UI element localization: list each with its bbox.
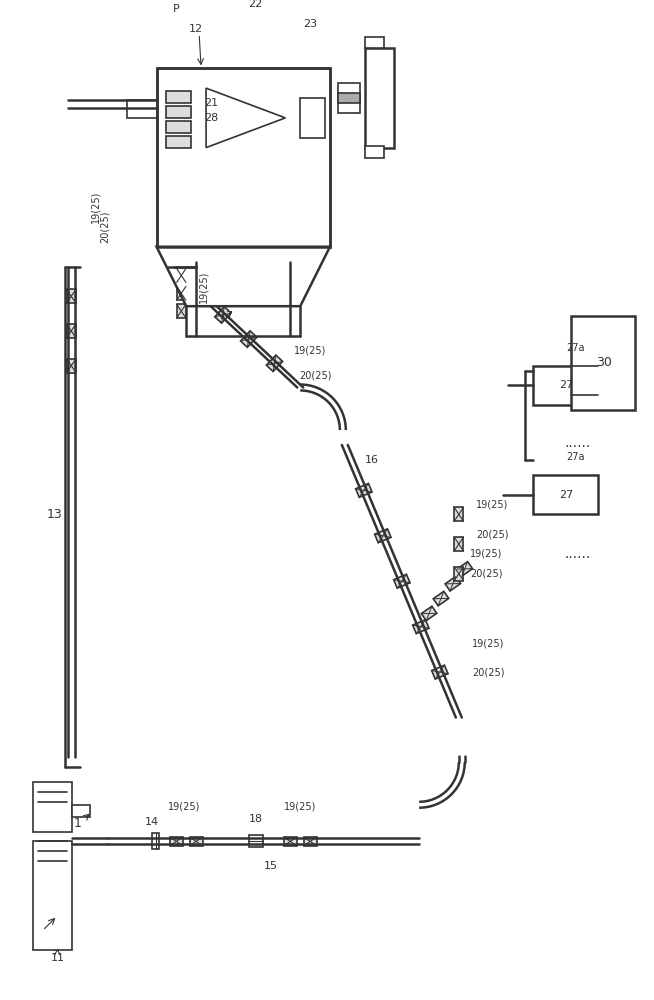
Bar	[394, 574, 410, 588]
Text: 23: 23	[303, 19, 317, 29]
Text: 11: 11	[50, 953, 64, 963]
Text: 21: 21	[204, 98, 218, 108]
Bar	[375, 529, 391, 543]
Bar	[67, 359, 76, 373]
Bar	[356, 483, 372, 497]
Bar	[413, 620, 429, 634]
Text: 14: 14	[145, 817, 159, 827]
Text: ......: ......	[564, 436, 591, 450]
Text: 20(25): 20(25)	[299, 371, 332, 381]
Bar	[300, 98, 325, 138]
Bar	[365, 48, 394, 148]
Text: 27: 27	[559, 380, 573, 390]
Bar	[338, 93, 360, 103]
Text: 27: 27	[559, 490, 573, 500]
Bar	[454, 507, 464, 521]
Text: 17: 17	[220, 311, 234, 321]
Text: P: P	[173, 4, 180, 14]
Text: 1: 1	[73, 817, 81, 830]
Bar	[421, 606, 437, 621]
Text: 30: 30	[596, 356, 611, 369]
Bar	[127, 100, 156, 118]
Bar	[152, 833, 160, 849]
Text: 19(25): 19(25)	[168, 802, 201, 812]
Polygon shape	[156, 247, 330, 306]
Text: 13: 13	[46, 508, 62, 521]
Text: 15: 15	[264, 861, 277, 871]
Bar	[365, 37, 385, 48]
Bar	[215, 307, 231, 323]
Bar	[266, 355, 283, 372]
Bar	[338, 83, 360, 113]
Text: 19(25): 19(25)	[284, 802, 317, 812]
Bar	[445, 577, 460, 591]
Bar	[166, 91, 191, 103]
Text: 19(25): 19(25)	[198, 270, 208, 303]
Bar	[454, 537, 464, 551]
Text: 19(25): 19(25)	[90, 191, 100, 223]
Bar	[33, 782, 73, 832]
Text: 28: 28	[204, 113, 218, 123]
Polygon shape	[206, 88, 285, 148]
Bar	[177, 286, 186, 300]
Bar	[166, 136, 191, 148]
Bar	[166, 106, 191, 118]
Text: 19(25): 19(25)	[470, 549, 503, 559]
Bar	[73, 805, 90, 817]
Text: 22: 22	[249, 0, 263, 9]
Bar	[189, 283, 205, 299]
Text: 12: 12	[189, 24, 203, 34]
Bar	[533, 366, 598, 405]
Bar	[170, 837, 182, 846]
Text: 19(25): 19(25)	[476, 499, 509, 509]
Text: 20(25): 20(25)	[470, 569, 503, 579]
Bar	[166, 121, 191, 133]
Bar	[33, 841, 73, 950]
Bar	[533, 475, 598, 514]
Text: 19(25): 19(25)	[294, 346, 326, 356]
Bar	[177, 269, 186, 282]
Text: 20(25): 20(25)	[476, 529, 509, 539]
Bar	[457, 562, 472, 576]
Bar	[571, 316, 635, 410]
Text: 19(25): 19(25)	[472, 638, 505, 648]
Text: 20(25): 20(25)	[100, 211, 110, 243]
Text: 18: 18	[249, 814, 263, 824]
Bar	[433, 591, 449, 606]
Bar	[454, 567, 464, 581]
Bar	[249, 835, 262, 847]
Text: 20(25): 20(25)	[472, 668, 505, 678]
Bar	[190, 837, 203, 846]
Text: 16: 16	[364, 455, 379, 465]
Bar	[177, 304, 186, 318]
Bar	[284, 837, 297, 846]
Bar	[156, 68, 330, 247]
Text: 27a: 27a	[566, 343, 585, 353]
Bar	[67, 324, 76, 338]
Text: ......: ......	[564, 547, 591, 561]
Bar	[156, 68, 330, 247]
Bar	[303, 837, 317, 846]
Text: 27a: 27a	[566, 452, 585, 462]
Bar	[241, 331, 257, 347]
Bar	[432, 665, 448, 679]
Bar	[365, 146, 385, 158]
Bar	[67, 289, 76, 303]
